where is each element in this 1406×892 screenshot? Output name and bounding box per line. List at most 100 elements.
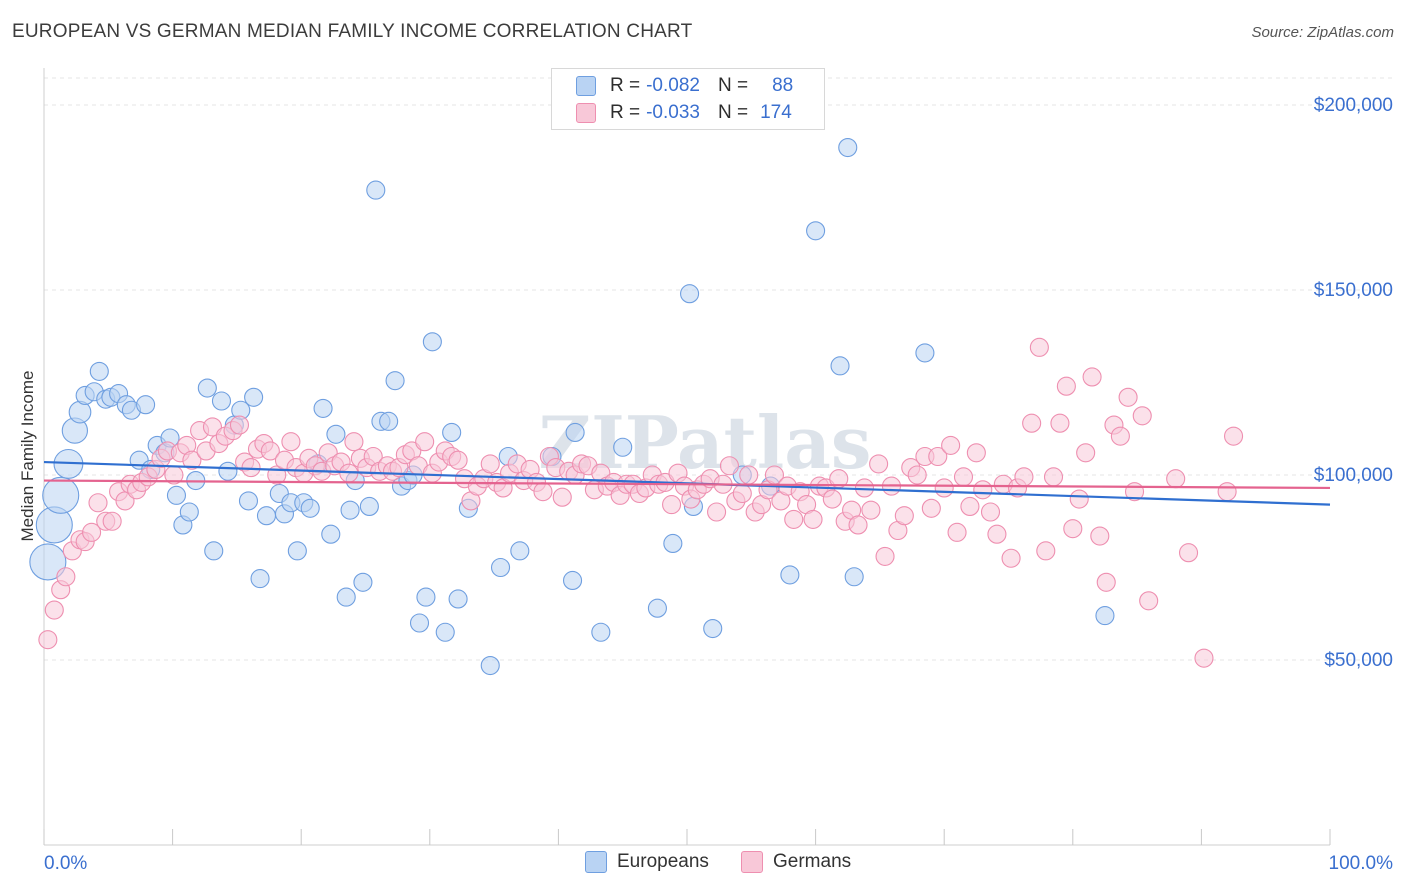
europeans-point — [435, 622, 455, 642]
y-tick-label: $50,000 — [1324, 650, 1393, 671]
europeans-point — [680, 284, 700, 304]
europeans-point — [915, 343, 935, 363]
germans-point — [1166, 469, 1186, 489]
germans-point — [229, 415, 250, 435]
germans-point — [1224, 426, 1244, 446]
europeans-point — [830, 356, 850, 376]
x-tick-label: 100.0% — [1329, 853, 1394, 874]
y-tick-label: $150,000 — [1314, 280, 1393, 301]
chart-title: EUROPEAN VS GERMAN MEDIAN FAMILY INCOME … — [12, 21, 693, 42]
europeans-legend-swatch — [585, 851, 607, 873]
germans-point — [1082, 367, 1102, 387]
germans-point — [1001, 548, 1021, 568]
germans-point — [1029, 337, 1049, 357]
germans-point — [1139, 591, 1159, 611]
germans-point — [869, 454, 889, 474]
germans-point — [941, 435, 961, 455]
germans-point — [202, 417, 223, 437]
europeans-point — [313, 398, 333, 418]
europeans-point — [490, 557, 511, 578]
germans-point — [1050, 413, 1070, 433]
germans-point — [1076, 443, 1096, 463]
europeans-point — [238, 491, 259, 511]
germans-point — [894, 506, 914, 526]
axes — [43, 68, 1331, 846]
europeans-point — [510, 541, 530, 561]
germans-point — [281, 432, 301, 452]
germans-point — [88, 493, 108, 513]
germans-point — [415, 432, 435, 452]
legend-r-value: -0.033 — [646, 102, 700, 123]
germans-point — [803, 509, 823, 529]
legend-item-europeans: Europeans — [585, 851, 709, 873]
germans-point — [260, 441, 280, 461]
europeans-point — [211, 391, 232, 411]
europeans-point — [89, 361, 109, 381]
europeans-point — [562, 570, 583, 591]
europeans-point — [379, 411, 399, 431]
europeans-point — [838, 138, 858, 158]
germans-point — [1043, 467, 1064, 487]
germans-point — [966, 443, 986, 463]
germans-point — [82, 522, 102, 542]
germans-point — [719, 456, 739, 476]
europeans-point — [366, 180, 386, 200]
europeans-point — [359, 496, 379, 517]
tick-labels: $50,000 $100,000 $150,000 $200,000 0.0% 100.0… — [18, 95, 1393, 874]
germans-point — [1022, 413, 1042, 433]
germans-point — [707, 502, 727, 522]
germans-point — [980, 502, 1001, 522]
europeans-point — [591, 622, 611, 642]
europeans-point — [321, 524, 341, 544]
europeans-points — [29, 138, 1115, 676]
germans-point — [875, 546, 895, 566]
legend-r-value: -0.082 — [646, 75, 700, 96]
europeans-point — [703, 618, 723, 639]
europeans-point — [244, 387, 264, 407]
germans-point — [102, 511, 122, 531]
germans-point — [1194, 648, 1214, 668]
germans-point — [1069, 489, 1089, 509]
germans-point — [1178, 543, 1199, 563]
europeans-point — [179, 502, 199, 522]
germans-point — [1110, 426, 1130, 446]
germans-point — [934, 478, 954, 498]
europeans-point — [204, 541, 224, 561]
europeans-point — [353, 572, 373, 592]
germans-point — [953, 467, 974, 487]
legend-label-germans: Germans — [773, 851, 852, 872]
europeans-point — [250, 569, 270, 589]
germans-point — [822, 489, 842, 509]
germans-point — [907, 465, 927, 485]
europeans-point — [480, 655, 500, 676]
germans-points — [38, 337, 1244, 668]
germans-point — [1096, 572, 1116, 592]
europeans-point — [166, 485, 187, 505]
germans-point — [960, 496, 980, 517]
europeans-point — [565, 422, 585, 443]
germans-point — [1056, 376, 1076, 396]
europeans-point — [136, 395, 156, 415]
germans-point — [448, 450, 468, 470]
germans-point — [861, 500, 881, 520]
europeans-swatch — [576, 76, 596, 96]
germans-point — [739, 465, 759, 485]
europeans-point — [613, 437, 633, 457]
europeans-point — [218, 461, 238, 481]
germans-point — [1090, 526, 1110, 546]
legend-r-label: R = — [610, 102, 641, 123]
europeans-point — [29, 543, 67, 581]
germans-point — [784, 509, 804, 529]
germans-trend-line — [43, 479, 1331, 490]
europeans-point — [340, 500, 360, 520]
germans-point — [947, 522, 967, 542]
germans-point — [987, 524, 1007, 544]
europeans-point — [197, 378, 217, 398]
europeans-point — [663, 533, 683, 554]
europeans-point — [442, 422, 462, 443]
series-legend: Europeans Germans — [0, 851, 1406, 877]
germans-legend-swatch — [741, 851, 763, 873]
germans-point — [344, 432, 364, 452]
europeans-point — [647, 598, 667, 618]
